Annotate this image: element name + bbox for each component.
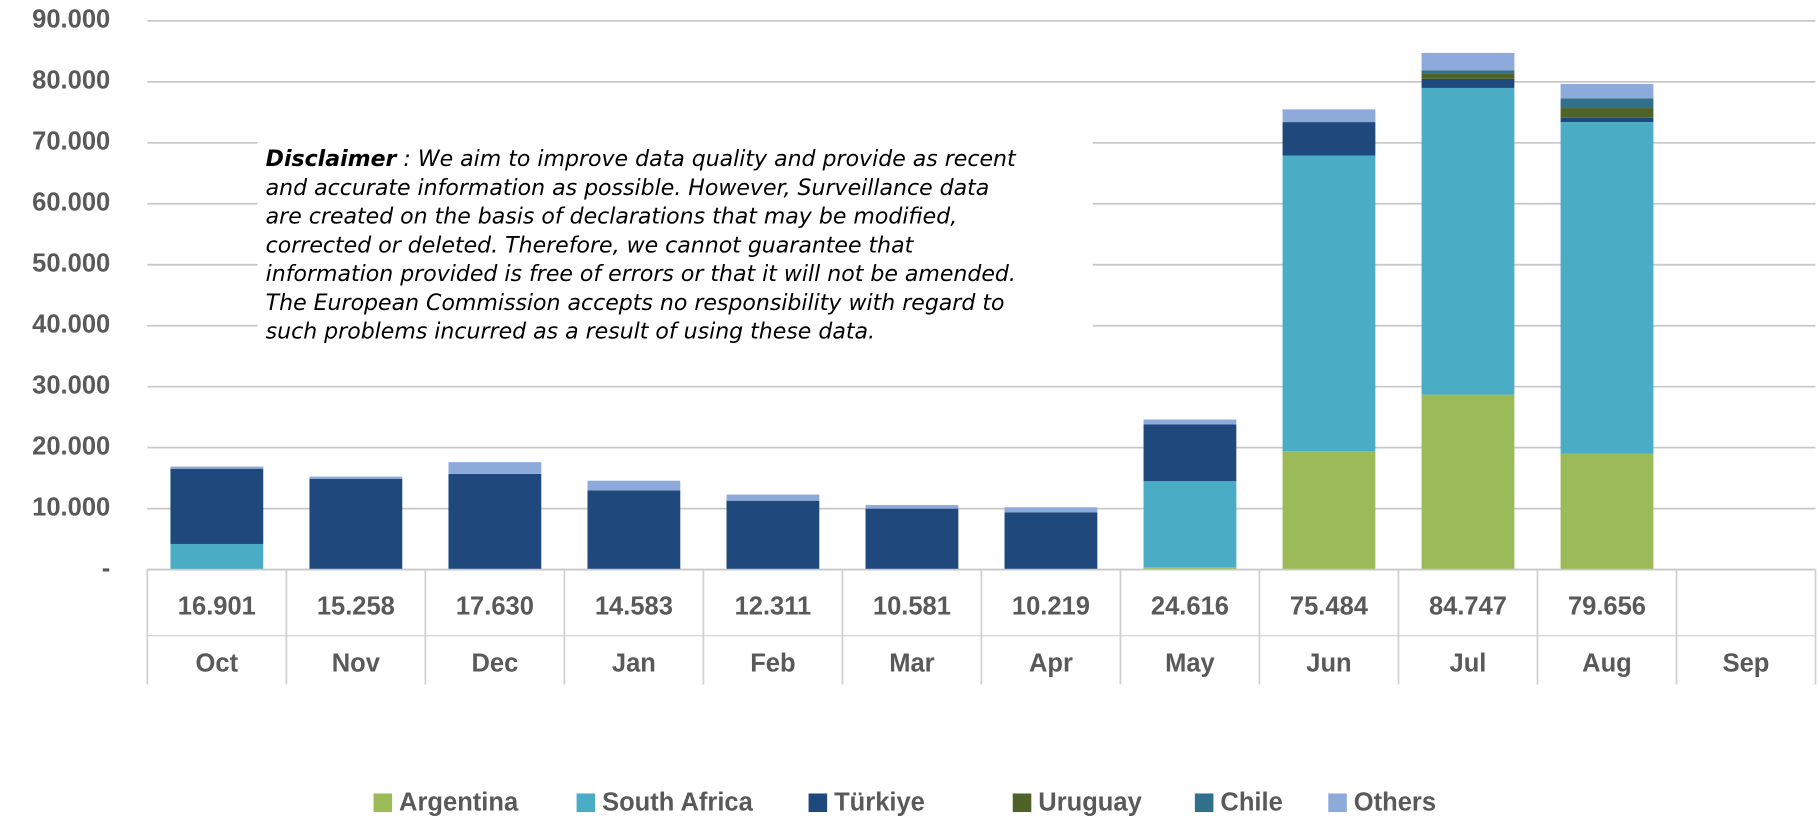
- bar-segment: [726, 500, 820, 570]
- x-tick-label: May: [1165, 649, 1215, 677]
- x-tick-label: Jul: [1450, 649, 1487, 677]
- bar-segment: [448, 473, 542, 570]
- disclaimer-line: information provided is free of errors o…: [266, 262, 1016, 287]
- y-tick-label: 40.000: [32, 310, 110, 338]
- total-label: 12.311: [735, 593, 812, 621]
- x-tick-label: Nov: [332, 649, 381, 677]
- disclaimer: Disclaimer : We aim to improve data qual…: [257, 141, 1093, 351]
- bar-segment: [1560, 453, 1654, 570]
- bar-segment: [1143, 481, 1237, 568]
- bar-segment: [1421, 73, 1515, 79]
- legend: Argentina South Africa Türkiye Uruguay Chile…: [373, 789, 1436, 817]
- legend-swatch: [1012, 793, 1032, 813]
- y-tick-label: 30.000: [32, 371, 110, 399]
- bar-segment: [1421, 87, 1515, 395]
- y-tick-label: 10.000: [32, 493, 110, 521]
- disclaimer-text: : We aim to improve data quality and pro…: [396, 147, 1017, 172]
- bar-segment: [865, 508, 959, 570]
- total-label: 14.583: [595, 593, 673, 621]
- disclaimer-line: The European Commission accepts no respo…: [266, 291, 1005, 316]
- y-tick-label: 20.000: [32, 432, 110, 460]
- total-label: 15.258: [317, 593, 395, 621]
- legend-swatch: [808, 793, 828, 813]
- bar-segment: [1282, 122, 1376, 156]
- disclaimer-label: Disclaimer: [266, 147, 398, 172]
- total-label: 17.630: [456, 593, 534, 621]
- bar-segment: [1004, 512, 1098, 570]
- bar-segment: [587, 480, 681, 491]
- bars: [170, 52, 1654, 570]
- bar-segment: [726, 494, 820, 501]
- bar-segment: [1560, 98, 1654, 109]
- y-tick-label: 90.000: [32, 6, 110, 34]
- bar-segment: [1282, 109, 1376, 123]
- bar-segment: [170, 466, 264, 469]
- disclaimer-line: are created on the basis of declarations…: [266, 205, 958, 230]
- legend-label: Others: [1354, 789, 1436, 817]
- bar-segment: [1421, 78, 1515, 88]
- total-label: 24.616: [1151, 593, 1229, 621]
- legend-label: Türkiye: [834, 789, 925, 817]
- disclaimer-line: corrected or deleted. Therefore, we cann…: [266, 233, 915, 258]
- disclaimer-line: Disclaimer : We aim to improve data qual…: [266, 147, 1017, 172]
- x-tick-label: Mar: [889, 649, 934, 677]
- disclaimer-box: [257, 141, 1093, 351]
- bar-segment: [1560, 122, 1654, 454]
- x-tick-label: Feb: [750, 649, 795, 677]
- bar-segment: [1143, 419, 1237, 425]
- y-tick-label: 50.000: [32, 249, 110, 277]
- bar-segment: [1421, 70, 1515, 74]
- bar-segment: [587, 490, 681, 570]
- legend-swatch: [576, 793, 596, 813]
- total-label: 75.484: [1290, 593, 1369, 621]
- bar-segment: [1421, 52, 1515, 71]
- y-tick-label: -: [102, 554, 110, 582]
- legend-label: Uruguay: [1038, 789, 1142, 817]
- x-tick-label: Sep: [1723, 649, 1770, 677]
- bar-segment: [1560, 108, 1654, 118]
- x-tick-label: Jun: [1306, 649, 1351, 677]
- total-label: 16.901: [178, 593, 256, 621]
- bar-segment: [865, 505, 959, 509]
- disclaimer-line: and accurate information as possible. Ho…: [266, 176, 990, 201]
- bar-segment: [1560, 83, 1654, 99]
- bar-segment: [1282, 451, 1376, 570]
- bar-segment: [170, 468, 264, 544]
- disclaimer-line: such problems incurred as a result of us…: [266, 320, 875, 345]
- legend-label: South Africa: [602, 789, 754, 817]
- x-tick-label: Aug: [1582, 649, 1632, 677]
- bar-segment: [309, 478, 403, 570]
- bar-segment: [1282, 155, 1376, 452]
- y-tick-label: 70.000: [32, 128, 110, 156]
- legend-swatch: [1194, 793, 1214, 813]
- y-tick-label: 60.000: [32, 189, 110, 217]
- x-tick-label: Jan: [612, 649, 656, 677]
- bar-segment: [1143, 567, 1237, 570]
- x-tick-label: Oct: [196, 649, 239, 677]
- total-label: 84.747: [1429, 593, 1507, 621]
- legend-swatch: [1328, 793, 1347, 813]
- y-tick-label: 80.000: [32, 67, 110, 95]
- total-label: 79.656: [1568, 593, 1646, 621]
- total-label: 10.219: [1012, 593, 1090, 621]
- x-tick-label: Dec: [471, 649, 518, 677]
- bar-segment: [309, 476, 403, 479]
- legend-label: Argentina: [399, 789, 519, 817]
- bar-segment: [448, 462, 542, 474]
- bar-segment: [1004, 507, 1098, 513]
- total-label: 10.581: [873, 593, 951, 621]
- legend-swatch: [373, 793, 393, 813]
- x-tick-label: Apr: [1029, 649, 1073, 677]
- table: 16.901 Oct 15.258 Nov 17.630 Dec 14.583 Jan 12.3…: [146, 568, 1817, 685]
- bar-segment: [1421, 394, 1515, 570]
- bar-segment: [170, 543, 264, 570]
- bar-segment: [1560, 117, 1654, 123]
- legend-label: Chile: [1220, 789, 1282, 817]
- bar-segment: [1143, 424, 1237, 482]
